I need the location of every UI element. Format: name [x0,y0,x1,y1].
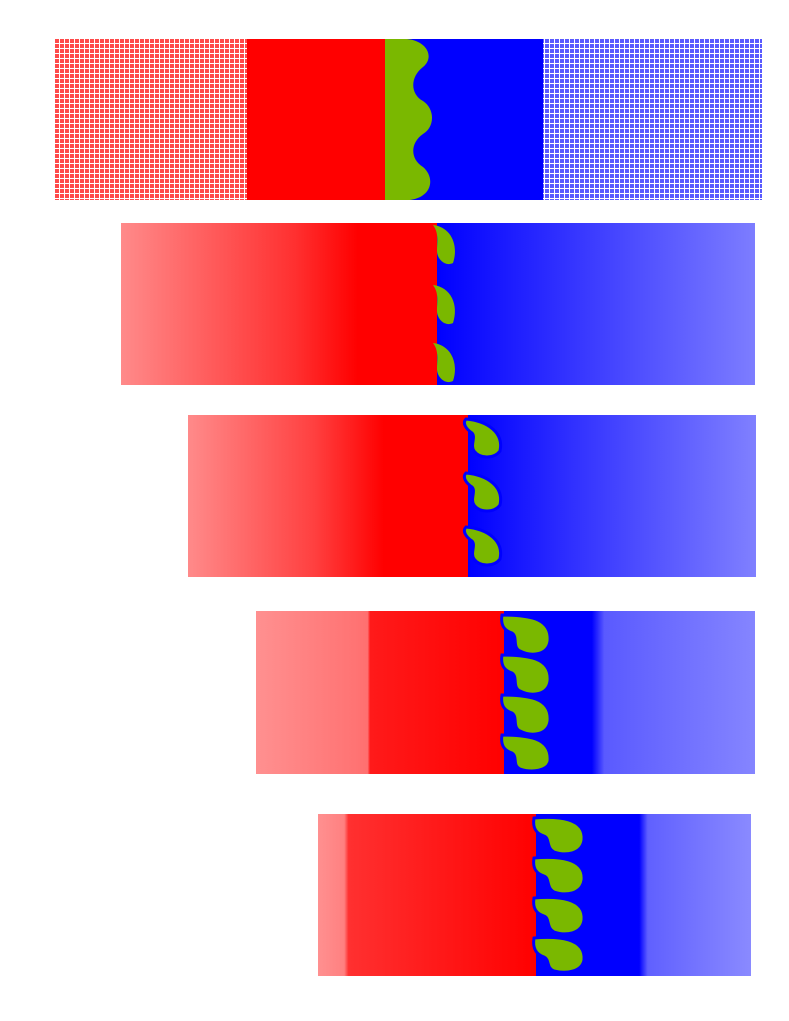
simulation-frame-1 [55,39,762,200]
heavy-fluid-region [256,611,504,774]
light-fluid-region [437,223,755,385]
simulation-frame-4 [256,611,755,774]
light-fluid-region [468,415,756,577]
simulation-panel-5 [318,814,751,976]
interface-spikes [433,225,455,383]
heavy-fluid-sparse-region [55,39,250,200]
interface-mushrooms [500,613,552,773]
interface-layer [385,39,432,200]
simulation-frame-3 [188,415,756,577]
simulation-panel-2 [121,223,755,385]
simulation-panel-1 [55,39,762,200]
simulation-panel-4 [256,611,755,774]
heavy-fluid-region [121,223,437,385]
simulation-panel-3 [188,415,756,577]
interface-mushrooms [532,815,586,974]
heavy-fluid-region [318,814,536,976]
simulation-frame-2 [121,223,755,385]
heavy-fluid-dense-region [247,39,387,200]
heavy-fluid-region [188,415,468,577]
light-fluid-sparse-region [543,39,762,200]
simulation-frame-5 [318,814,751,976]
interface-mushrooms [462,417,503,567]
